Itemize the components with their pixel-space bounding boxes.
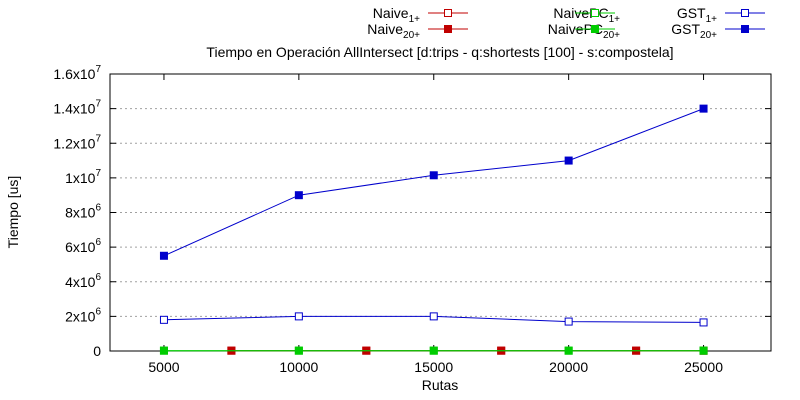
legend-label: Naive20+: [367, 21, 420, 41]
legend-swatch-marker: [444, 25, 452, 33]
x-axis-label: Rutas: [422, 377, 459, 393]
data-point: [159, 346, 168, 355]
data-point: [564, 156, 573, 165]
legend-entry: GST20+: [671, 21, 765, 41]
x-tick-label: 10000: [279, 359, 318, 375]
legend-entry: NaivePC1+: [553, 5, 620, 25]
data-point: [294, 312, 303, 321]
data-point: [699, 318, 708, 327]
series-group: [159, 104, 708, 355]
y-tick-label: 4x106: [65, 272, 101, 290]
y-tick-label: 2x106: [65, 306, 101, 324]
axis-ticks: 0 2x106 4x106 6x106 8x106 1x107 1.2x107 1.4x107…: [53, 64, 771, 375]
y-tick-label: 0: [93, 343, 101, 359]
data-point: [159, 315, 168, 324]
data-point: [699, 346, 708, 355]
chart-title: Tiempo en Operación AllIntersect [d:trip…: [206, 44, 673, 60]
x-tick-label: 20000: [549, 359, 588, 375]
legend-swatch-marker: [444, 9, 452, 17]
legend-entry: Naive20+: [367, 21, 468, 41]
data-point: [429, 346, 438, 355]
data-point: [294, 346, 303, 355]
data-point: [564, 346, 573, 355]
data-point: [699, 104, 708, 113]
y-tick-label: 1.4x107: [53, 99, 101, 117]
data-point: [159, 251, 168, 260]
legend-label: GST1+: [677, 5, 717, 25]
legend-swatch-marker: [591, 25, 599, 33]
data-point: [429, 312, 438, 321]
data-point: [294, 191, 303, 200]
series-naivepc-20plus: [159, 346, 708, 355]
data-point: [429, 171, 438, 180]
y-tick-label: 6x106: [65, 237, 101, 255]
y-tick-label: 8x106: [65, 203, 101, 221]
series-line: [163, 108, 704, 257]
legend: Naive1+Naive20+ NaivePC1+NaivePC20+ GST1+G…: [367, 5, 765, 41]
legend-label: GST20+: [671, 21, 717, 41]
y-tick-label: 1.6x107: [53, 64, 101, 82]
x-tick-label: 25000: [684, 359, 723, 375]
grid-lines: [110, 108, 771, 317]
y-axis-label: Tiempo [us]: [5, 176, 21, 249]
legend-swatch-marker: [591, 9, 599, 17]
y-tick-label: 1.2x107: [53, 133, 101, 151]
y-tick-label: 1x107: [65, 168, 101, 186]
legend-entry: NaivePC20+: [548, 21, 620, 41]
legend-entry: GST1+: [677, 5, 765, 25]
x-tick-label: 15000: [414, 359, 453, 375]
series-gst-1plus: [159, 312, 708, 327]
data-point: [564, 317, 573, 326]
series-gst-20plus: [159, 104, 708, 260]
legend-entry: Naive1+: [373, 5, 468, 25]
legend-swatch-marker: [741, 9, 749, 17]
legend-label: Naive1+: [373, 5, 420, 25]
x-tick-label: 5000: [148, 359, 179, 375]
legend-swatch-marker: [741, 25, 749, 33]
